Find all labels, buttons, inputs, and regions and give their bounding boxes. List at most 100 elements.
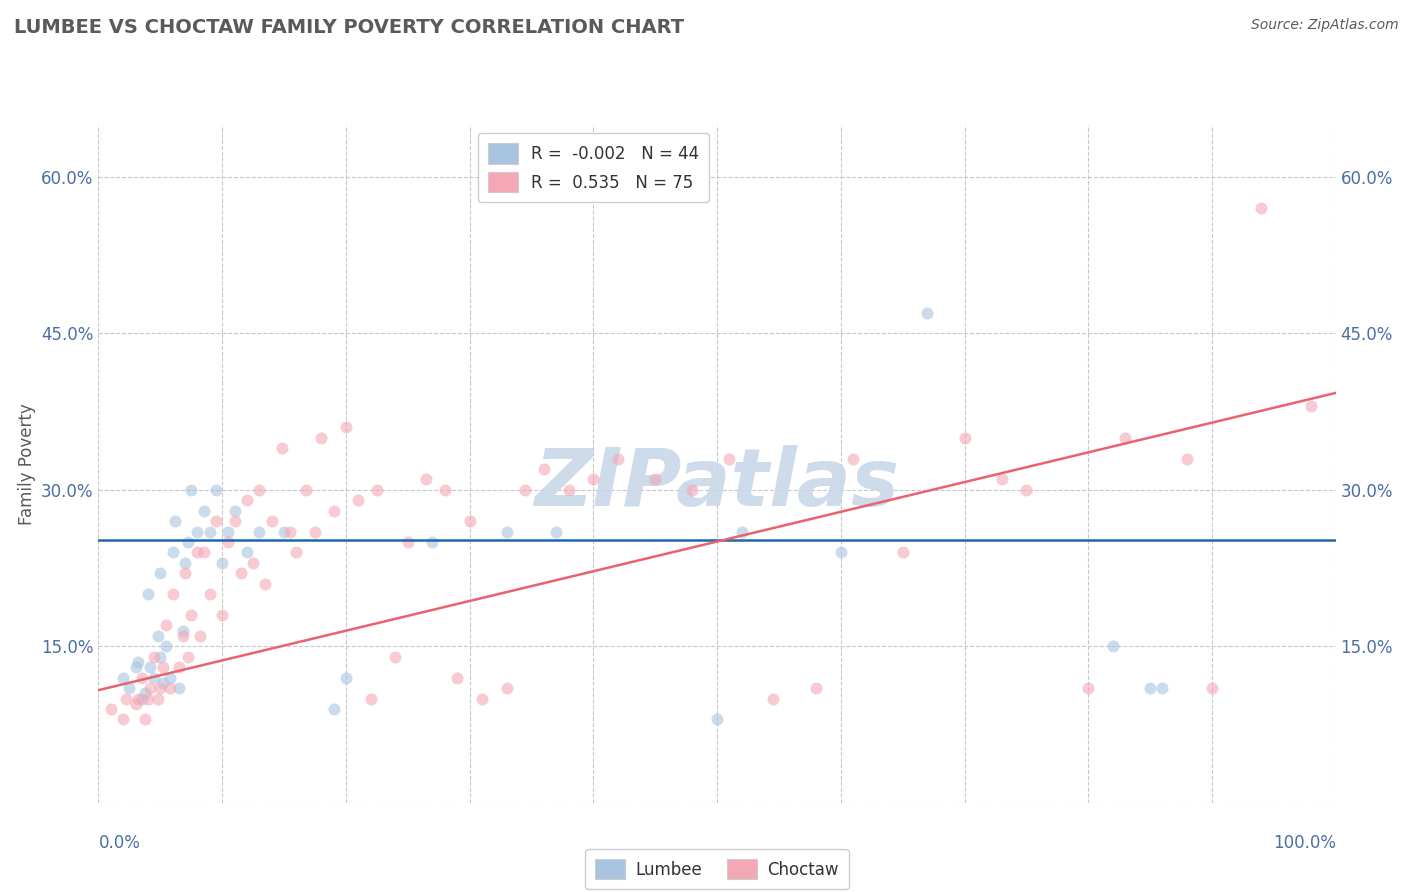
Text: ZIPatlas: ZIPatlas — [534, 445, 900, 524]
Point — [167, 681, 190, 695]
Point — [254, 576, 277, 591]
Point — [217, 535, 239, 549]
Point — [211, 556, 233, 570]
Point — [176, 649, 198, 664]
Point — [224, 514, 246, 528]
Point — [112, 712, 135, 726]
Point — [198, 524, 221, 539]
Point — [224, 504, 246, 518]
Point — [830, 545, 852, 559]
Point — [155, 640, 177, 654]
Point — [136, 587, 159, 601]
Point — [152, 676, 174, 690]
Point — [718, 451, 741, 466]
Legend: Lumbee, Choctaw: Lumbee, Choctaw — [585, 849, 849, 889]
Point — [162, 545, 184, 559]
Point — [471, 691, 494, 706]
Point — [149, 681, 172, 695]
Point — [990, 473, 1012, 487]
Point — [211, 608, 233, 623]
Point — [446, 671, 468, 685]
Point — [731, 524, 754, 539]
Point — [236, 493, 259, 508]
Point — [180, 608, 202, 623]
Point — [415, 473, 437, 487]
Point — [335, 671, 357, 685]
Point — [174, 566, 197, 581]
Point — [278, 524, 301, 539]
Point — [165, 514, 187, 528]
Point — [180, 483, 202, 497]
Point — [422, 535, 444, 549]
Point — [131, 691, 153, 706]
Point — [582, 473, 605, 487]
Point — [134, 712, 156, 726]
Point — [193, 545, 215, 559]
Point — [285, 545, 308, 559]
Point — [1015, 483, 1038, 497]
Point — [127, 655, 149, 669]
Point — [1139, 681, 1161, 695]
Point — [1250, 202, 1272, 216]
Text: 0.0%: 0.0% — [98, 834, 141, 852]
Point — [114, 691, 136, 706]
Point — [124, 697, 146, 711]
Point — [176, 535, 198, 549]
Point — [366, 483, 388, 497]
Point — [127, 691, 149, 706]
Point — [247, 524, 270, 539]
Point — [295, 483, 318, 497]
Point — [149, 566, 172, 581]
Point — [1152, 681, 1174, 695]
Point — [1102, 640, 1125, 654]
Point — [112, 671, 135, 685]
Point — [804, 681, 827, 695]
Point — [174, 556, 197, 570]
Point — [1175, 451, 1198, 466]
Point — [172, 624, 194, 638]
Point — [186, 524, 208, 539]
Point — [1299, 400, 1322, 414]
Point — [188, 629, 211, 643]
Point — [217, 524, 239, 539]
Point — [495, 524, 517, 539]
Point — [396, 535, 419, 549]
Point — [242, 556, 264, 570]
Point — [360, 691, 382, 706]
Point — [159, 671, 181, 685]
Point — [155, 618, 177, 632]
Point — [762, 691, 785, 706]
Point — [533, 462, 555, 476]
Point — [139, 660, 162, 674]
Point — [546, 524, 568, 539]
Point — [917, 305, 939, 319]
Point — [136, 691, 159, 706]
Point — [433, 483, 456, 497]
Point — [1201, 681, 1223, 695]
Point — [681, 483, 703, 497]
Point — [124, 660, 146, 674]
Point — [335, 420, 357, 434]
Point — [159, 681, 181, 695]
Point — [162, 587, 184, 601]
Point — [229, 566, 252, 581]
Point — [1114, 431, 1136, 445]
Point — [131, 671, 153, 685]
Point — [134, 686, 156, 700]
Point — [706, 712, 728, 726]
Point — [172, 629, 194, 643]
Point — [205, 483, 228, 497]
Point — [557, 483, 579, 497]
Point — [100, 702, 122, 716]
Point — [347, 493, 370, 508]
Point — [139, 681, 162, 695]
Text: Source: ZipAtlas.com: Source: ZipAtlas.com — [1251, 18, 1399, 32]
Text: LUMBEE VS CHOCTAW FAMILY POVERTY CORRELATION CHART: LUMBEE VS CHOCTAW FAMILY POVERTY CORRELA… — [14, 18, 685, 37]
Point — [152, 660, 174, 674]
Point — [247, 483, 270, 497]
Point — [193, 504, 215, 518]
Point — [953, 431, 976, 445]
Point — [309, 431, 332, 445]
Point — [149, 649, 172, 664]
Point — [322, 504, 344, 518]
